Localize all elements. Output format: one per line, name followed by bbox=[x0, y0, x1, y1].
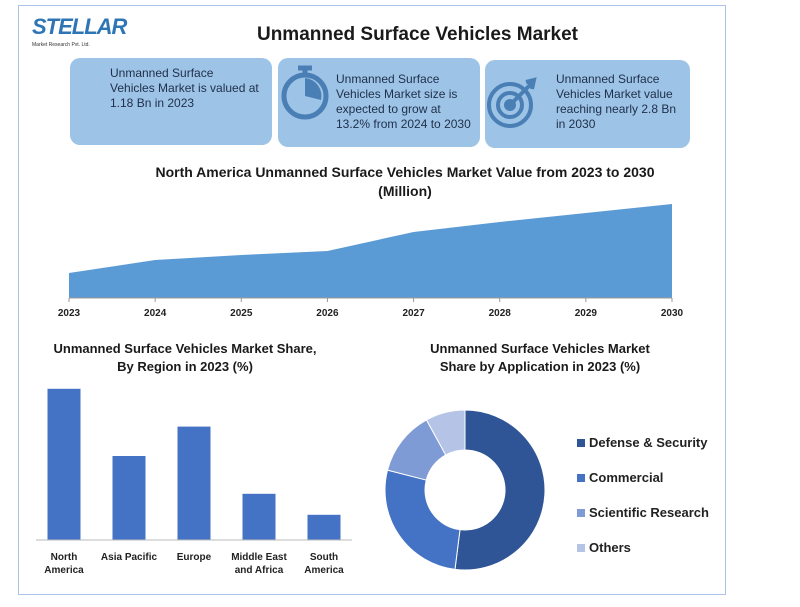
x-tick-label: 2027 bbox=[402, 308, 425, 319]
legend-label: Commercial bbox=[589, 470, 664, 485]
x-tick-label: North America bbox=[44, 552, 84, 576]
legend-label: Others bbox=[589, 540, 631, 555]
x-tick-label: 2026 bbox=[316, 308, 339, 319]
x-tick-label: 2023 bbox=[58, 308, 81, 319]
bar bbox=[242, 493, 276, 540]
legend-swatch bbox=[577, 439, 585, 447]
donut-slice bbox=[425, 409, 466, 456]
x-tick-label: Europe bbox=[176, 552, 212, 563]
bar bbox=[177, 426, 211, 540]
area bbox=[69, 204, 672, 298]
bar bbox=[47, 388, 81, 540]
x-tick-label: South America bbox=[304, 552, 344, 576]
x-tick-label: Middle East and Africa bbox=[231, 552, 287, 576]
donut-slice bbox=[454, 409, 546, 571]
bar bbox=[307, 514, 341, 540]
x-tick-label: Asia Pacific bbox=[100, 552, 158, 563]
frame bbox=[18, 5, 726, 595]
stat-text: Unmanned Surface Vehicles Market size is… bbox=[336, 72, 471, 131]
donut-slice bbox=[384, 469, 461, 570]
legend-swatch bbox=[577, 509, 585, 517]
target-icon bbox=[487, 77, 537, 128]
chart-title: North America Unmanned Surface Vehicles … bbox=[155, 164, 655, 199]
chart-title: Unmanned Surface Vehicles Market Share, … bbox=[53, 341, 317, 374]
logo-subtitle: Market Research Pvt. Ltd. bbox=[32, 42, 90, 48]
bar bbox=[112, 456, 146, 540]
stat-box bbox=[485, 60, 690, 148]
legend-swatch bbox=[577, 474, 585, 482]
stat-text: Unmanned Surface Vehicles Market value r… bbox=[556, 72, 677, 131]
legend-label: Defense & Security bbox=[589, 435, 708, 450]
legend-swatch bbox=[577, 544, 585, 552]
chart-title: Unmanned Surface Vehicles Market Share b… bbox=[430, 341, 650, 374]
logo: STELLAR bbox=[32, 14, 127, 39]
x-tick-label: 2024 bbox=[144, 308, 167, 319]
stat-box bbox=[70, 58, 272, 145]
legend-label: Scientific Research bbox=[589, 505, 709, 520]
stat-box bbox=[278, 58, 480, 147]
stopwatch-icon bbox=[281, 65, 329, 120]
stat-text: Unmanned Surface Vehicles Market is valu… bbox=[110, 66, 259, 110]
page-title: Unmanned Surface Vehicles Market bbox=[256, 24, 578, 45]
x-tick-label: 2030 bbox=[661, 308, 684, 319]
x-tick-label: 2025 bbox=[230, 308, 253, 319]
x-tick-label: 2028 bbox=[489, 308, 512, 319]
x-tick-label: 2029 bbox=[575, 308, 598, 319]
